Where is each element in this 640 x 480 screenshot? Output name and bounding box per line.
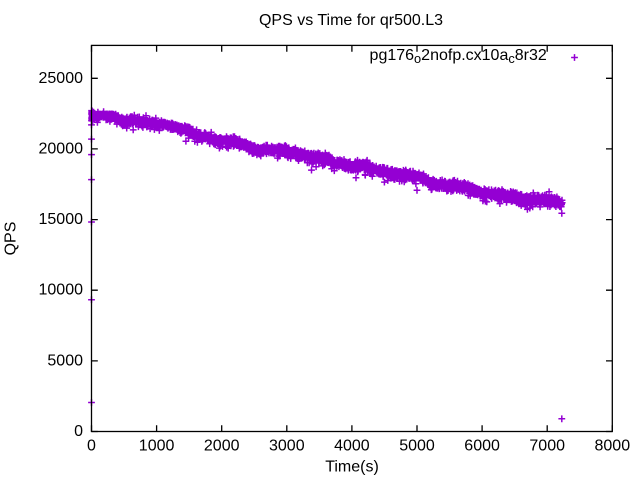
svg-text:0: 0 bbox=[87, 437, 96, 454]
svg-text:4000: 4000 bbox=[334, 437, 370, 454]
svg-text:5000: 5000 bbox=[47, 352, 83, 369]
svg-text:pg176o2nofp.cx10ac8r32: pg176o2nofp.cx10ac8r32 bbox=[370, 47, 547, 66]
svg-text:10000: 10000 bbox=[39, 282, 84, 299]
svg-text:5000: 5000 bbox=[399, 437, 435, 454]
svg-text:QPS vs Time for qr500.L3: QPS vs Time for qr500.L3 bbox=[259, 12, 443, 29]
svg-text:1000: 1000 bbox=[139, 437, 175, 454]
svg-text:Time(s): Time(s) bbox=[325, 459, 379, 476]
svg-text:25000: 25000 bbox=[39, 70, 84, 87]
svg-text:8000: 8000 bbox=[595, 437, 631, 454]
svg-text:2000: 2000 bbox=[204, 437, 240, 454]
svg-text:20000: 20000 bbox=[39, 140, 84, 157]
svg-text:0: 0 bbox=[74, 423, 83, 440]
svg-text:6000: 6000 bbox=[464, 437, 500, 454]
svg-text:7000: 7000 bbox=[529, 437, 565, 454]
svg-text:15000: 15000 bbox=[39, 211, 84, 228]
svg-text:3000: 3000 bbox=[269, 437, 305, 454]
svg-text:QPS: QPS bbox=[3, 222, 20, 256]
